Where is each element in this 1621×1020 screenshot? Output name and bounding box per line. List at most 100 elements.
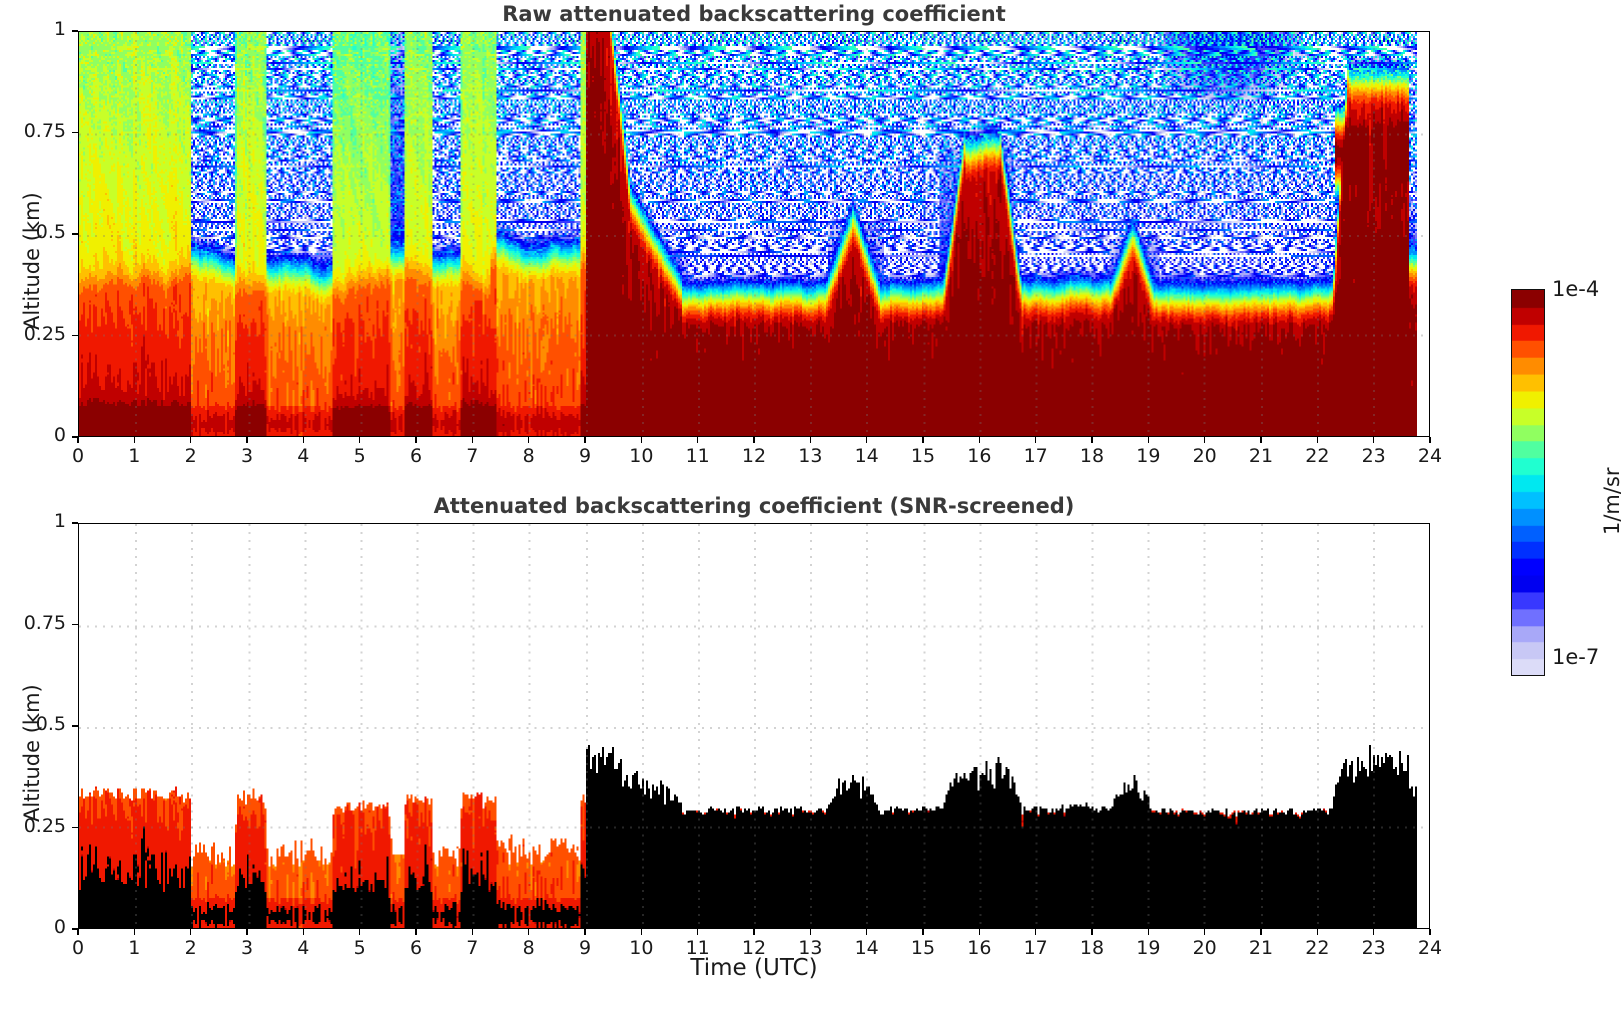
raw-backscatter-heatmap	[79, 32, 1429, 436]
x-tick-label: 5	[353, 937, 366, 959]
y-tickmark	[72, 334, 78, 337]
y-tickmark	[72, 725, 78, 727]
x-tickmark	[1372, 929, 1375, 935]
x-tick-label: 10	[629, 937, 654, 959]
x-tick-label: 15	[910, 445, 936, 467]
x-tickmark	[527, 929, 530, 935]
y-tickmark	[72, 623, 78, 626]
x-tickmark	[640, 437, 643, 443]
x-tickmark	[1147, 437, 1150, 443]
x-tickmark	[1034, 929, 1037, 935]
x-tickmark	[1091, 437, 1093, 443]
x-tick-label: 13	[798, 937, 823, 959]
x-tick-label: 1	[128, 445, 141, 467]
y-tick-label: 0.25	[23, 814, 66, 837]
x-tick-label: 24	[1417, 937, 1443, 959]
x-tickmark	[584, 929, 586, 935]
x-tickmark	[1429, 437, 1431, 443]
colorbar-unit-label: 1/m/sr	[1600, 467, 1621, 535]
x-tick-label: 1	[128, 937, 141, 959]
x-tickmark	[358, 929, 361, 935]
colorbar	[1511, 289, 1545, 676]
y-tick-label: 0.75	[23, 611, 66, 634]
x-tick-label: 3	[240, 937, 254, 959]
x-tick-label: 19	[1136, 445, 1161, 467]
x-tickmark	[1034, 437, 1037, 443]
x-axis-label: Time (UTC)	[690, 955, 818, 981]
x-tick-label: 4	[297, 937, 310, 959]
y-tick-label: 0.25	[23, 322, 66, 345]
x-tickmark	[1429, 929, 1431, 935]
x-tickmark	[471, 437, 474, 443]
x-tickmark	[753, 437, 755, 443]
x-tick-label: 16	[967, 445, 992, 467]
x-tick-label: 18	[1079, 937, 1105, 959]
x-tick-label: 5	[353, 445, 366, 467]
x-tick-label: 2	[184, 445, 197, 467]
x-tick-label: 21	[1248, 937, 1274, 959]
x-tick-label: 11	[685, 445, 710, 467]
x-tick-label: 0	[71, 445, 85, 467]
x-tick-label: 4	[297, 445, 310, 467]
x-tickmark	[527, 437, 530, 443]
y-tick-label: 1	[53, 510, 66, 532]
x-tick-label: 6	[409, 937, 423, 959]
x-tickmark	[189, 929, 192, 935]
y-tickmark	[72, 436, 78, 438]
x-tick-label: 6	[409, 445, 423, 467]
x-tickmark	[1203, 929, 1206, 935]
y-tick-label: 0	[53, 424, 66, 446]
x-tickmark	[978, 437, 981, 443]
y-tick-label: 0.5	[35, 221, 66, 243]
y-tickmark	[72, 131, 78, 134]
x-tick-label: 16	[967, 937, 992, 959]
top-panel-plot-area	[78, 31, 1430, 437]
x-tick-label: 8	[522, 445, 535, 467]
x-tickmark	[809, 929, 812, 935]
y-tick-label: 0.5	[35, 713, 66, 735]
x-tick-label: 23	[1361, 937, 1386, 959]
x-tick-label: 14	[854, 445, 879, 467]
x-tickmark	[1091, 929, 1093, 935]
x-tick-label: 13	[798, 445, 823, 467]
colorbar-min-label: 1e-7	[1552, 645, 1600, 669]
x-tick-label: 3	[240, 445, 254, 467]
x-tickmark	[1147, 929, 1150, 935]
x-tick-label: 15	[910, 937, 936, 959]
x-tickmark	[809, 437, 812, 443]
x-tick-label: 7	[466, 937, 479, 959]
x-tick-label: 21	[1248, 445, 1274, 467]
x-tickmark	[246, 929, 248, 935]
bottom-panel-y-axis-label: Altitude (km)	[20, 684, 44, 822]
x-tickmark	[1260, 929, 1262, 935]
screened-backscatter-heatmap	[79, 524, 1429, 928]
y-tickmark	[72, 522, 78, 524]
x-tickmark	[640, 929, 643, 935]
x-tick-label: 17	[1023, 937, 1048, 959]
x-tickmark	[471, 929, 474, 935]
y-tick-label: 1	[53, 18, 66, 40]
x-tick-label: 0	[71, 937, 85, 959]
x-tick-label: 7	[466, 445, 479, 467]
x-tickmark	[584, 437, 586, 443]
x-tickmark	[1316, 929, 1319, 935]
y-tickmark	[72, 826, 78, 829]
x-tickmark	[865, 929, 868, 935]
x-tick-label: 20	[1192, 937, 1217, 959]
x-tickmark	[1260, 437, 1262, 443]
x-tick-label: 18	[1079, 445, 1105, 467]
x-tick-label: 9	[578, 937, 592, 959]
y-tick-label: 0	[53, 916, 66, 938]
x-tick-label: 11	[685, 937, 710, 959]
x-tick-label: 8	[522, 937, 535, 959]
x-tickmark	[1372, 437, 1375, 443]
bottom-panel-plot-area	[78, 523, 1430, 929]
x-tickmark	[77, 437, 79, 443]
x-tickmark	[189, 437, 192, 443]
x-tickmark	[358, 437, 361, 443]
y-tick-label: 0.75	[23, 119, 66, 142]
x-tick-label: 12	[741, 937, 767, 959]
top-panel-y-axis-label: Altitude (km)	[20, 192, 44, 330]
x-tickmark	[865, 437, 868, 443]
y-tickmark	[72, 30, 78, 32]
